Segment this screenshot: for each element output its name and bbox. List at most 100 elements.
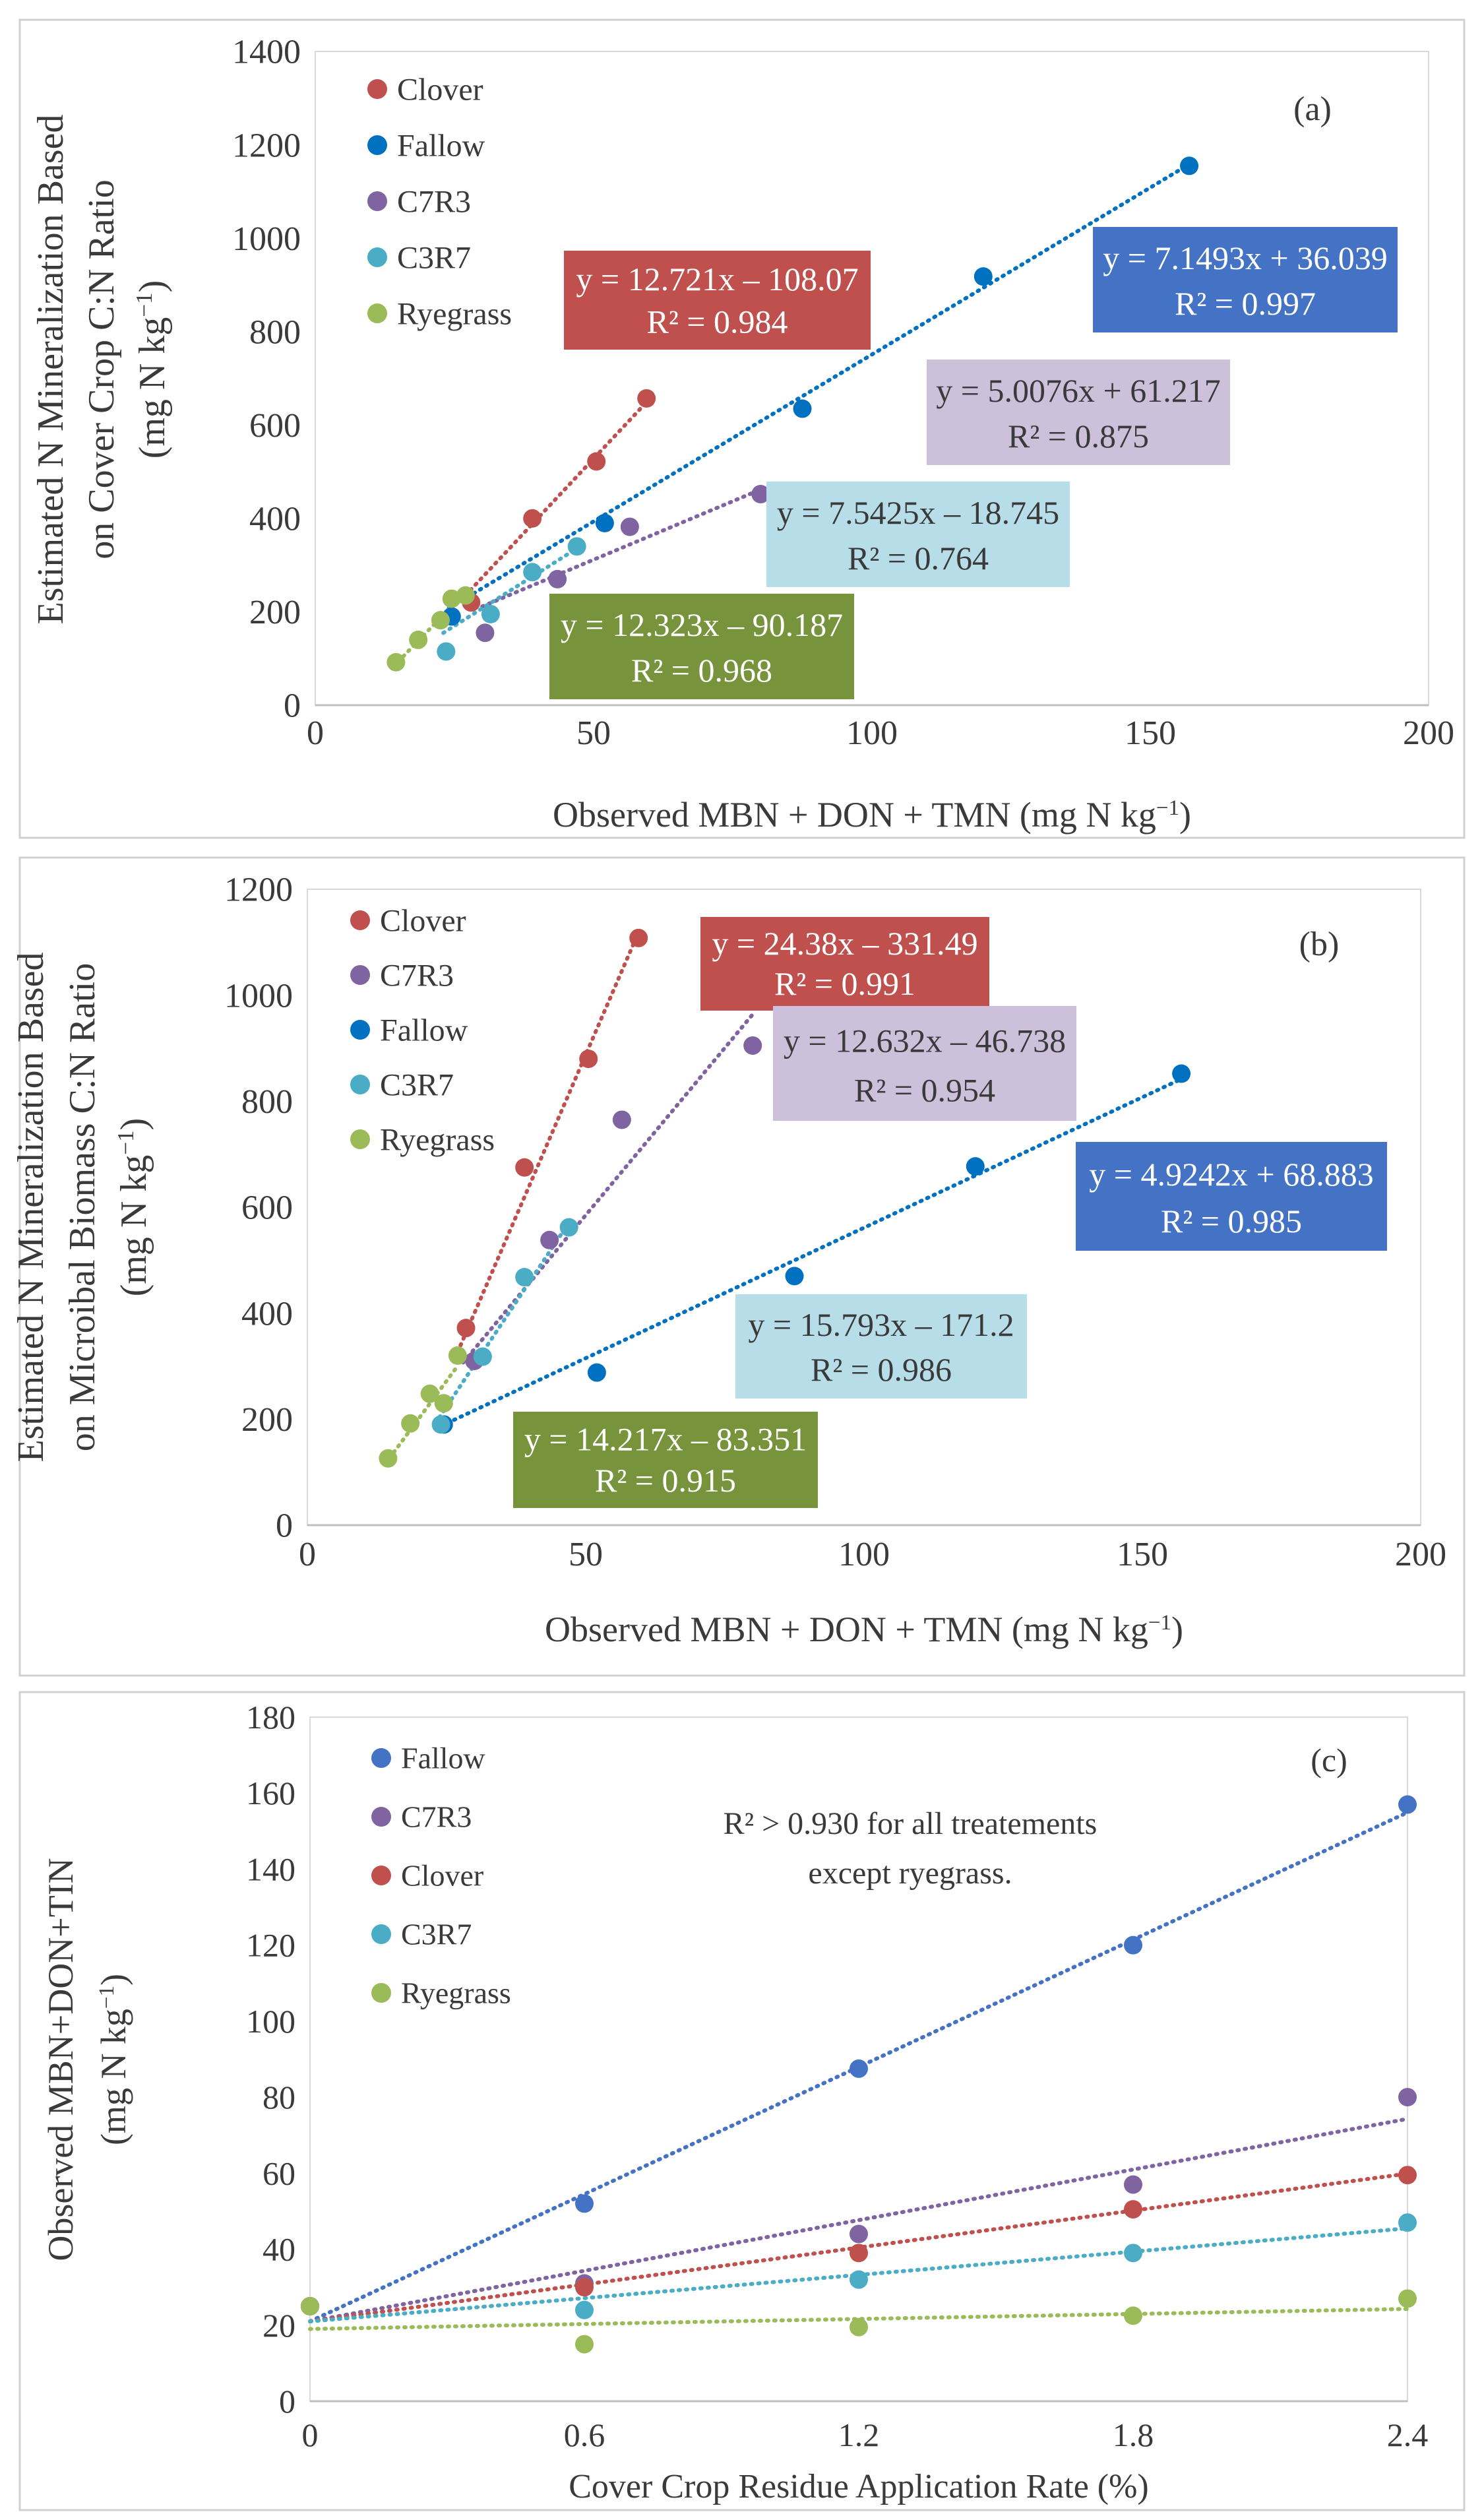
equation-box-bg-c7r3 [773, 1006, 1076, 1121]
y-tick-label: 1400 [232, 34, 301, 71]
y-tick-label: 400 [241, 1295, 293, 1333]
legend-label-fallow: Fallow [380, 1013, 468, 1048]
point-fallow-3 [785, 1267, 804, 1286]
y-axis-label-line2-main: on Cover Crop C:N Ratio [81, 179, 122, 559]
equation-text-c7r3: y = 5.0076x + 61.217 [936, 372, 1220, 409]
point-clover-4 [637, 389, 656, 408]
equation-text-clover: y = 12.721x – 108.07 [576, 261, 858, 298]
annotation-line2: except ryegrass. [808, 1856, 1012, 1891]
r2-text-clover: R² = 0.984 [646, 303, 788, 340]
equation-box-c7r3: y = 12.632x – 46.738 R² = 0.954 [773, 1006, 1076, 1121]
equation-box-ryegrass: y = 14.217x – 83.351 R² = 0.915 [513, 1412, 818, 1508]
legend-label-c3r7: C3R7 [380, 1067, 454, 1102]
y-tick-label: 140 [246, 1850, 295, 1887]
y-axis-label-line1: Observed MBN+DON+TIN [41, 1858, 80, 2261]
point-ryegrass-4 [1124, 2306, 1142, 2325]
point-c3r7-2 [575, 2300, 594, 2319]
point-fallow-5 [1172, 1064, 1191, 1083]
point-fallow-2 [587, 1363, 606, 1382]
point-ryegrass-5 [448, 1346, 467, 1365]
y-axis-label-line3-sup: −1 [131, 292, 157, 317]
equation-box-bg-c7r3 [927, 360, 1230, 465]
legend-marker-c7r3 [371, 1807, 391, 1827]
legend-label-c3r7: C3R7 [397, 240, 471, 275]
trendline-fallow [447, 162, 1192, 611]
point-c7r3-4 [743, 1036, 762, 1055]
point-ryegrass-2 [409, 630, 428, 649]
equation-text-ryegrass: y = 14.217x – 83.351 [524, 1420, 807, 1457]
legend-marker-c7r3 [350, 965, 370, 985]
trendline-clover [455, 924, 644, 1354]
point-fallow-5 [1398, 1795, 1417, 1814]
y-axis-label-line3: (mg N kg−1) [131, 280, 173, 459]
r2-text-fallow: R² = 0.997 [1175, 285, 1316, 322]
legend-label-clover: Clover [380, 903, 466, 938]
y-tick-label: 800 [241, 1083, 293, 1121]
annotation-line1: R² > 0.930 for all treatements [724, 1806, 1098, 1841]
x-tick-label: 50 [569, 1536, 603, 1573]
y-tick-label: 800 [249, 313, 301, 351]
equation-box-bg-c3r7 [735, 1294, 1027, 1399]
y-axis-label-line3-sup: −1 [95, 1986, 119, 2009]
x-tick-label: 2.4 [1387, 2416, 1429, 2453]
point-clover-2 [515, 1158, 534, 1177]
y-tick-label: 400 [249, 501, 301, 538]
x-tick-label: 0 [302, 2416, 319, 2453]
legend-label-ryegrass: Ryegrass [401, 1976, 511, 2010]
equation-box-bg-clover [564, 251, 871, 350]
x-tick-label: 0 [307, 714, 324, 752]
x-axis-label-end: ) [1179, 795, 1191, 834]
point-ryegrass-1 [379, 1449, 398, 1468]
y-tick-label: 1200 [232, 127, 301, 164]
legend-marker-ryegrass [367, 303, 387, 323]
point-fallow-2 [575, 2194, 594, 2213]
point-ryegrass-5 [456, 586, 475, 605]
y-axis-label-line3: (mg N kg−1) [113, 1118, 155, 1297]
point-c3r7-5 [1398, 2213, 1417, 2232]
x-tick-label: 1.2 [838, 2416, 880, 2453]
y-axis-label-line1-main: Observed MBN+DON+TIN [41, 1858, 80, 2261]
point-ryegrass-2 [575, 2335, 594, 2354]
x-axis-label-sup: −1 [1156, 796, 1179, 820]
point-c7r3-4 [751, 485, 770, 504]
point-ryegrass-3 [850, 2317, 868, 2337]
point-fallow-2 [595, 513, 614, 532]
trendline-c7r3 [480, 487, 763, 609]
equation-text-clover: y = 24.38x – 331.49 [712, 925, 977, 962]
equation-box-bg-clover [700, 917, 989, 1011]
y-axis-label-line3-main: (mg N kg [132, 317, 173, 459]
equation-box-bg-c3r7 [766, 482, 1070, 587]
x-tick-label: 100 [838, 1536, 890, 1573]
y-tick-label: 20 [263, 2307, 295, 2344]
point-c3r7-1 [431, 1415, 450, 1434]
trendline-c3r7 [441, 546, 579, 635]
r2-text-fallow: R² = 0.985 [1161, 1203, 1302, 1240]
equation-text-fallow: y = 7.1493x + 36.039 [1103, 239, 1387, 276]
legend: Fallow C7R3 Clover C3R7 Ryegrass [371, 1742, 511, 2010]
legend-marker-fallow [350, 1020, 370, 1040]
panel-label: (c) [1311, 1742, 1347, 1778]
y-axis-label-line3-end: ) [132, 280, 173, 293]
equation-box-c3r7: y = 7.5425x – 18.745 R² = 0.764 [766, 482, 1070, 587]
equation-text-c7r3: y = 12.632x – 46.738 [784, 1022, 1066, 1059]
y-tick-label: 600 [249, 407, 301, 445]
equation-box-bg-fallow [1093, 227, 1398, 332]
point-c3r7-3 [850, 2270, 868, 2289]
chart-frame [18, 1691, 1466, 2511]
y-tick-label: 1000 [224, 977, 293, 1015]
chart-frame [18, 18, 1466, 839]
x-tick-label: 0 [299, 1536, 316, 1573]
x-tick-label: 1.8 [1113, 2416, 1154, 2453]
legend-marker-c3r7 [371, 1924, 391, 1944]
legend-marker-clover [350, 910, 370, 930]
r2-text-c7r3: R² = 0.954 [854, 1071, 995, 1108]
r2-text-ryegrass: R² = 0.968 [631, 652, 772, 689]
point-c7r3-3 [612, 1110, 631, 1129]
point-ryegrass-1 [386, 652, 406, 672]
trendline-ryegrass [308, 2307, 1409, 2331]
chart-a: 0 50 100 150 200 0 200 400 600 800 1000 1200 1400 Obs… [18, 18, 1466, 839]
x-axis-label-sup: −1 [1148, 1611, 1171, 1635]
point-clover-3 [850, 2244, 868, 2263]
y-axis-label-line2: on Microibal Biomass C:N Ratio [62, 963, 103, 1451]
